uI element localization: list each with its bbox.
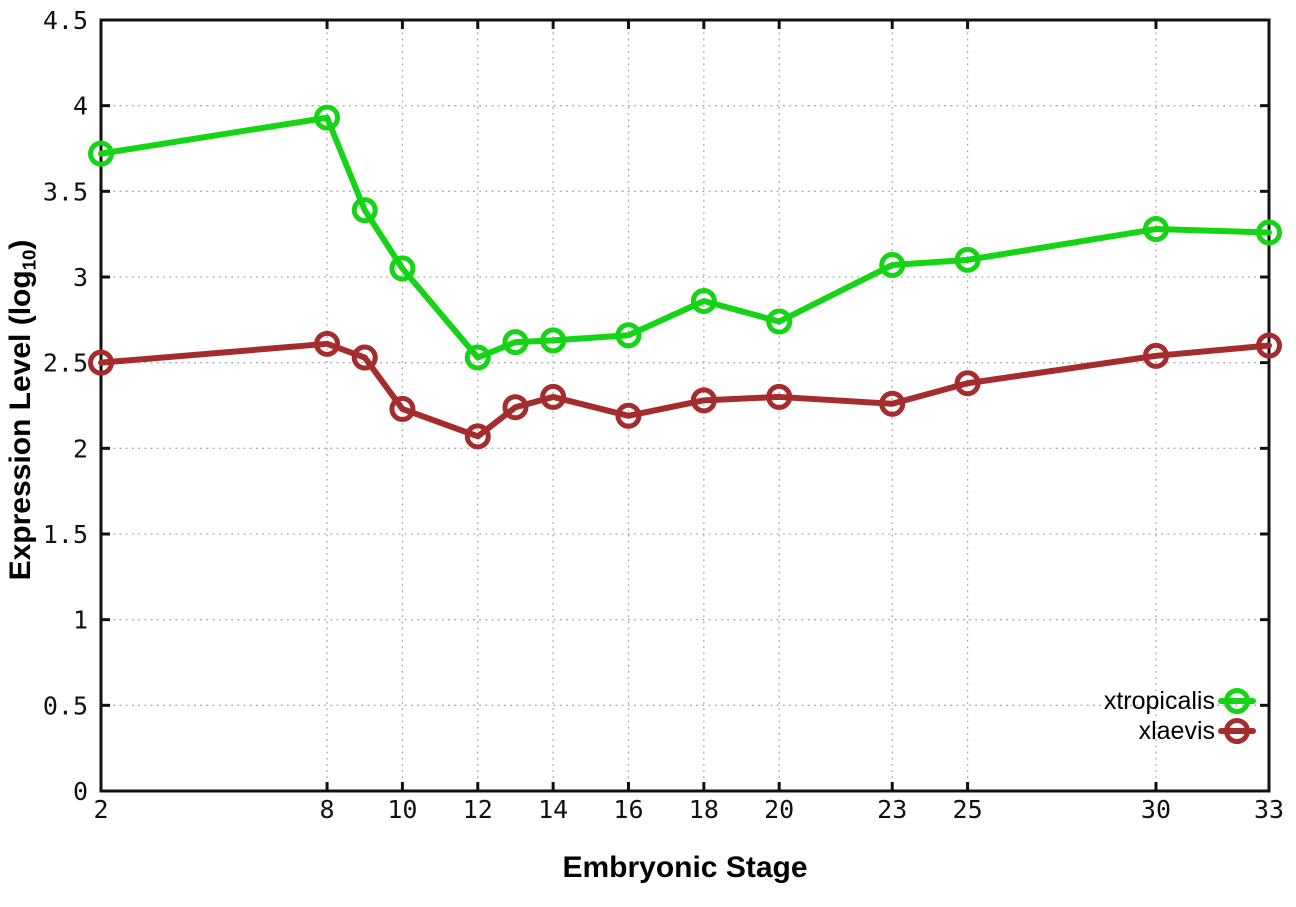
- y-axis-title-text: Expression Level (log: [4, 270, 37, 581]
- marker-xtropicalis: [88, 140, 114, 167]
- marker-xlaevis: [464, 423, 491, 450]
- y-tick-label: 3: [73, 263, 88, 292]
- y-tick-label: 1.5: [43, 520, 88, 549]
- legend-label-xtropicalis: xtropicalis: [1103, 687, 1215, 715]
- marker-xtropicalis: [1256, 219, 1282, 246]
- marker-xlaevis: [879, 390, 906, 417]
- y-tick-label: 4: [73, 92, 88, 121]
- plot-border: [99, 18, 1271, 793]
- y-tick-label: 0: [73, 777, 88, 806]
- marker-xlaevis: [615, 402, 642, 429]
- y-axis-title: Expression Level (log10): [4, 150, 48, 670]
- marker-xtropicalis: [540, 327, 567, 354]
- y-tick-label: 0.5: [43, 691, 88, 720]
- x-tick-label: 25: [953, 795, 983, 824]
- marker-xtropicalis: [1142, 216, 1169, 243]
- y-axis-title-subscript: 10: [18, 249, 40, 271]
- marker-xlaevis: [351, 344, 378, 371]
- x-tick-label: 2: [93, 795, 108, 824]
- marker-xlaevis: [690, 387, 717, 414]
- marker-xtropicalis: [389, 255, 416, 282]
- marker-xlaevis: [88, 349, 114, 376]
- marker-xlaevis: [766, 383, 793, 410]
- marker-xlaevis: [540, 383, 567, 410]
- x-tick-label: 33: [1254, 795, 1284, 824]
- marker-xtropicalis: [879, 252, 906, 279]
- marker-xtropicalis: [314, 104, 341, 131]
- marker-xtropicalis: [615, 322, 642, 349]
- x-tick-label: 12: [463, 795, 493, 824]
- marker-xlaevis: [502, 394, 529, 421]
- marker-xlaevis: [389, 395, 416, 422]
- marker-xtropicalis: [502, 329, 529, 356]
- y-axis-title-close: ): [4, 239, 37, 250]
- marker-xtropicalis: [766, 308, 793, 335]
- x-tick-label: 10: [387, 795, 417, 824]
- legend-sample-marker-xtropicalis: [1224, 688, 1250, 714]
- marker-xlaevis: [954, 370, 981, 397]
- marker-xlaevis: [1256, 332, 1282, 359]
- marker-xtropicalis: [690, 287, 717, 314]
- x-tick-label: 16: [613, 795, 643, 824]
- x-tick-label: 20: [764, 795, 794, 824]
- y-tick-label: 3.5: [43, 177, 88, 206]
- marker-xtropicalis: [954, 246, 981, 273]
- y-tick-label: 2: [73, 434, 88, 463]
- y-tick-label: 2.5: [43, 349, 88, 378]
- marker-xlaevis: [314, 330, 341, 357]
- x-tick-label: 23: [877, 795, 907, 824]
- marker-xlaevis: [1142, 342, 1169, 369]
- x-tick-label: 30: [1141, 795, 1171, 824]
- marker-xtropicalis: [351, 197, 378, 224]
- marker-xtropicalis: [464, 344, 491, 371]
- y-tick-label: 4.5: [43, 6, 88, 35]
- x-tick-label: 14: [538, 795, 568, 824]
- legend-sample-marker-xlaevis: [1224, 718, 1250, 744]
- series-line-xlaevis: [98, 340, 1272, 440]
- x-axis-title: Embryonic Stage: [562, 851, 808, 884]
- y-tick-label: 1: [73, 606, 88, 635]
- x-tick-label: 18: [689, 795, 719, 824]
- x-tick-label: 8: [320, 795, 335, 824]
- series-line-xtropicalis: [98, 114, 1272, 361]
- legend-label-xlaevis: xlaevis: [1138, 717, 1215, 745]
